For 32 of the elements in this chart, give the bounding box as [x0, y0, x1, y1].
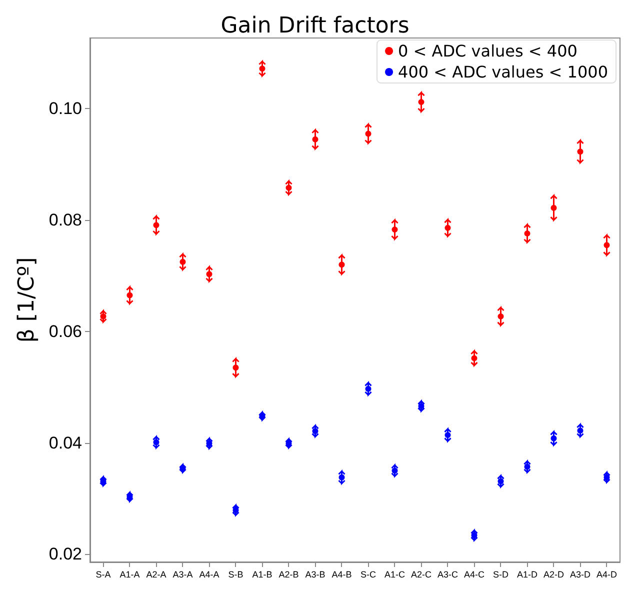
- x-tick-label: A1-A: [120, 570, 140, 580]
- y-tick-label: 0.08: [48, 210, 82, 230]
- x-tick-label: S-D: [492, 570, 509, 580]
- y-tick-label: 0.06: [48, 322, 82, 341]
- legend-label: 400 < ADC values < 1000: [398, 62, 608, 82]
- legend-label: 0 < ADC values < 400: [398, 42, 578, 60]
- point: [550, 204, 557, 211]
- point: [577, 148, 584, 155]
- x-tick-label: A1-B: [252, 570, 272, 580]
- x-tick-label: A2-A: [146, 570, 166, 580]
- x-tick-label: A1-C: [384, 570, 406, 580]
- x-tick-label: A3-C: [437, 570, 458, 580]
- y-tick-label: 0.02: [48, 544, 82, 564]
- x-tick-label: A2-C: [410, 570, 432, 580]
- x-tick-label: S-C: [360, 570, 376, 580]
- x-tick-label: A3-B: [305, 570, 326, 580]
- chart-title: Gain Drift factors: [220, 14, 410, 38]
- x-tick-label: A2-D: [543, 570, 564, 580]
- x-tick-label: A4-A: [199, 570, 220, 580]
- y-tick-label: 0.04: [48, 433, 82, 452]
- x-tick-label: A1-D: [516, 570, 538, 580]
- x-tick-label: A2-B: [278, 570, 299, 580]
- x-tick-label: A3-A: [172, 570, 193, 580]
- x-tick-label: A4-C: [464, 570, 485, 580]
- x-tick-label: S-B: [228, 570, 244, 580]
- x-tick-label: S-A: [96, 570, 111, 580]
- point: [604, 242, 610, 248]
- y-tick-label: 0.10: [48, 99, 82, 118]
- x-tick-label: A3-D: [570, 570, 591, 580]
- y-axis-title: β [1/Cº]: [14, 257, 40, 343]
- x-tick-label: A4-D: [596, 570, 618, 580]
- x-tick-label: A4-B: [332, 570, 352, 580]
